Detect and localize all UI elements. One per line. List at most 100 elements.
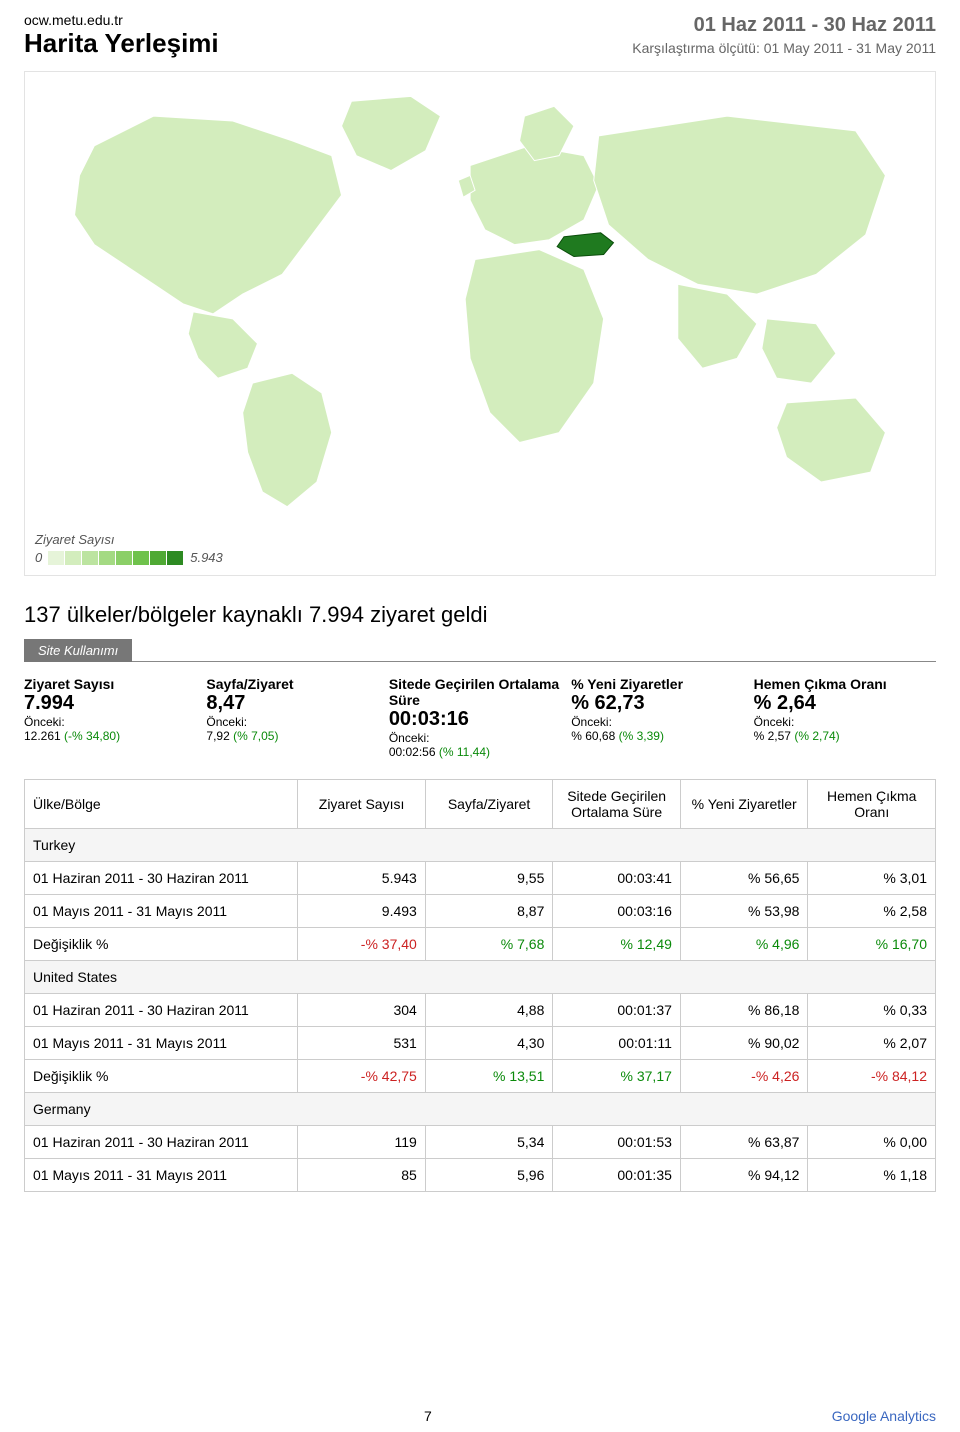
table-col-header: Ziyaret Sayısı bbox=[298, 780, 426, 829]
table-row: 01 Haziran 2011 - 30 Haziran 20115.9439,… bbox=[25, 862, 936, 895]
metric-card: % Yeni Ziyaretler% 62,73Önceki:% 60,68 (… bbox=[571, 674, 753, 761]
table-row-label: 01 Haziran 2011 - 30 Haziran 2011 bbox=[25, 1126, 298, 1159]
table-change-cell: % 16,70 bbox=[808, 928, 936, 961]
metric-value: 00:03:16 bbox=[389, 708, 563, 731]
metric-value: % 62,73 bbox=[571, 692, 745, 715]
table-row-label: 01 Mayıs 2011 - 31 Mayıs 2011 bbox=[25, 1027, 298, 1060]
metric-label: Sitede Geçirilen Ortalama Süre bbox=[389, 676, 563, 708]
table-change-cell: -% 42,75 bbox=[298, 1060, 426, 1093]
table-cell: % 63,87 bbox=[680, 1126, 808, 1159]
table-header-row: Ülke/BölgeZiyaret SayısıSayfa/ZiyaretSit… bbox=[25, 780, 936, 829]
header-left: ocw.metu.edu.tr Harita Yerleşimi bbox=[24, 12, 219, 59]
table-row-label: 01 Haziran 2011 - 30 Haziran 2011 bbox=[25, 994, 298, 1027]
table-col-header: Hemen Çıkma Oranı bbox=[808, 780, 936, 829]
table-change-cell: -% 84,12 bbox=[808, 1060, 936, 1093]
table-cell: % 90,02 bbox=[680, 1027, 808, 1060]
table-change-cell: % 13,51 bbox=[425, 1060, 553, 1093]
table-row-label: 01 Haziran 2011 - 30 Haziran 2011 bbox=[25, 862, 298, 895]
metrics-strip: Ziyaret Sayısı7.994Önceki:12.261 (-% 34,… bbox=[24, 674, 936, 761]
metric-prev: % 2,57 (% 2,74) bbox=[754, 729, 928, 743]
table-cell: 00:01:37 bbox=[553, 994, 681, 1027]
table-change-row: Değişiklik %-% 42,75% 13,51% 37,17-% 4,2… bbox=[25, 1060, 936, 1093]
metric-prev: % 60,68 (% 3,39) bbox=[571, 729, 745, 743]
metric-card: Ziyaret Sayısı7.994Önceki:12.261 (-% 34,… bbox=[24, 674, 206, 761]
table-row: 01 Mayıs 2011 - 31 Mayıs 20115314,3000:0… bbox=[25, 1027, 936, 1060]
site-name: ocw.metu.edu.tr bbox=[24, 12, 219, 28]
headline: 137 ülkeler/bölgeler kaynaklı 7.994 ziya… bbox=[24, 602, 936, 628]
table-group-name: United States bbox=[25, 961, 936, 994]
table-cell: 304 bbox=[298, 994, 426, 1027]
table-cell: 9,55 bbox=[425, 862, 553, 895]
table-change-cell: % 7,68 bbox=[425, 928, 553, 961]
table-cell: 4,30 bbox=[425, 1027, 553, 1060]
map-overlay-panel: Ziyaret Sayısı 0 5.943 bbox=[24, 71, 936, 576]
legend-cell bbox=[48, 551, 64, 565]
table-body: Turkey01 Haziran 2011 - 30 Haziran 20115… bbox=[25, 829, 936, 1192]
table-change-cell: % 4,96 bbox=[680, 928, 808, 961]
metric-value: 7.994 bbox=[24, 692, 198, 715]
table-change-cell: -% 4,26 bbox=[680, 1060, 808, 1093]
table-cell: % 2,07 bbox=[808, 1027, 936, 1060]
metric-prev-label: Önceki: bbox=[206, 715, 380, 729]
page-title: Harita Yerleşimi bbox=[24, 28, 219, 59]
table-col-header: Sayfa/Ziyaret bbox=[425, 780, 553, 829]
table-cell: % 1,18 bbox=[808, 1159, 936, 1192]
table-col-header: Ülke/Bölge bbox=[25, 780, 298, 829]
tab-site-usage[interactable]: Site Kullanımı bbox=[24, 639, 132, 662]
metric-value: 8,47 bbox=[206, 692, 380, 715]
table-row: 01 Haziran 2011 - 30 Haziran 20113044,88… bbox=[25, 994, 936, 1027]
table-cell: % 3,01 bbox=[808, 862, 936, 895]
metric-card: Sayfa/Ziyaret8,47Önceki:7,92 (% 7,05) bbox=[206, 674, 388, 761]
metric-prev-label: Önceki: bbox=[571, 715, 745, 729]
table-group-name: Germany bbox=[25, 1093, 936, 1126]
table-cell: % 56,65 bbox=[680, 862, 808, 895]
legend-cell bbox=[167, 551, 183, 565]
table-row: 01 Haziran 2011 - 30 Haziran 20111195,34… bbox=[25, 1126, 936, 1159]
table-change-row: Değişiklik %-% 37,40% 7,68% 12,49% 4,96%… bbox=[25, 928, 936, 961]
table-cell: 00:01:11 bbox=[553, 1027, 681, 1060]
legend-min: 0 bbox=[35, 550, 42, 565]
metric-prev: 00:02:56 (% 11,44) bbox=[389, 745, 563, 759]
table-group-row: Germany bbox=[25, 1093, 936, 1126]
metric-prev-label: Önceki: bbox=[389, 731, 563, 745]
metric-label: % Yeni Ziyaretler bbox=[571, 676, 745, 692]
table-cell: % 2,58 bbox=[808, 895, 936, 928]
table-cell: 85 bbox=[298, 1159, 426, 1192]
legend-cell bbox=[82, 551, 98, 565]
table-row: 01 Mayıs 2011 - 31 Mayıs 2011855,9600:01… bbox=[25, 1159, 936, 1192]
map-legend: Ziyaret Sayısı 0 5.943 bbox=[35, 532, 925, 565]
metric-card: Hemen Çıkma Oranı% 2,64Önceki:% 2,57 (% … bbox=[754, 674, 936, 761]
table-change-label: Değişiklik % bbox=[25, 1060, 298, 1093]
table-cell: 5,96 bbox=[425, 1159, 553, 1192]
table-change-cell: -% 37,40 bbox=[298, 928, 426, 961]
table-cell: 5.943 bbox=[298, 862, 426, 895]
metric-value: % 2,64 bbox=[754, 692, 928, 715]
table-cell: % 86,18 bbox=[680, 994, 808, 1027]
header-right: 01 Haz 2011 - 30 Haz 2011 Karşılaştırma … bbox=[632, 12, 936, 58]
table-row-label: 01 Mayıs 2011 - 31 Mayıs 2011 bbox=[25, 1159, 298, 1192]
page-footer: 7 Google Analytics bbox=[24, 1368, 936, 1424]
table-col-header: % Yeni Ziyaretler bbox=[680, 780, 808, 829]
table-cell: 00:03:41 bbox=[553, 862, 681, 895]
table-cell: 00:01:35 bbox=[553, 1159, 681, 1192]
world-map bbox=[35, 84, 925, 524]
legend-title: Ziyaret Sayısı bbox=[35, 532, 925, 547]
tab-bar: Site Kullanımı bbox=[24, 638, 936, 662]
legend-row: 0 5.943 bbox=[35, 550, 925, 565]
table-row: 01 Mayıs 2011 - 31 Mayıs 20119.4938,8700… bbox=[25, 895, 936, 928]
footer-brand: Google Analytics bbox=[832, 1408, 936, 1424]
page-number: 7 bbox=[24, 1408, 832, 1424]
table-cell: 119 bbox=[298, 1126, 426, 1159]
table-cell: 9.493 bbox=[298, 895, 426, 928]
page-header: ocw.metu.edu.tr Harita Yerleşimi 01 Haz … bbox=[24, 12, 936, 59]
legend-cell bbox=[133, 551, 149, 565]
table-cell: 8,87 bbox=[425, 895, 553, 928]
table-cell: % 53,98 bbox=[680, 895, 808, 928]
legend-color-bar bbox=[48, 551, 184, 565]
table-cell: % 0,33 bbox=[808, 994, 936, 1027]
table-cell: 4,88 bbox=[425, 994, 553, 1027]
metric-card: Sitede Geçirilen Ortalama Süre00:03:16Ön… bbox=[389, 674, 571, 761]
metric-prev: 12.261 (-% 34,80) bbox=[24, 729, 198, 743]
table-group-name: Turkey bbox=[25, 829, 936, 862]
table-cell: % 0,00 bbox=[808, 1126, 936, 1159]
